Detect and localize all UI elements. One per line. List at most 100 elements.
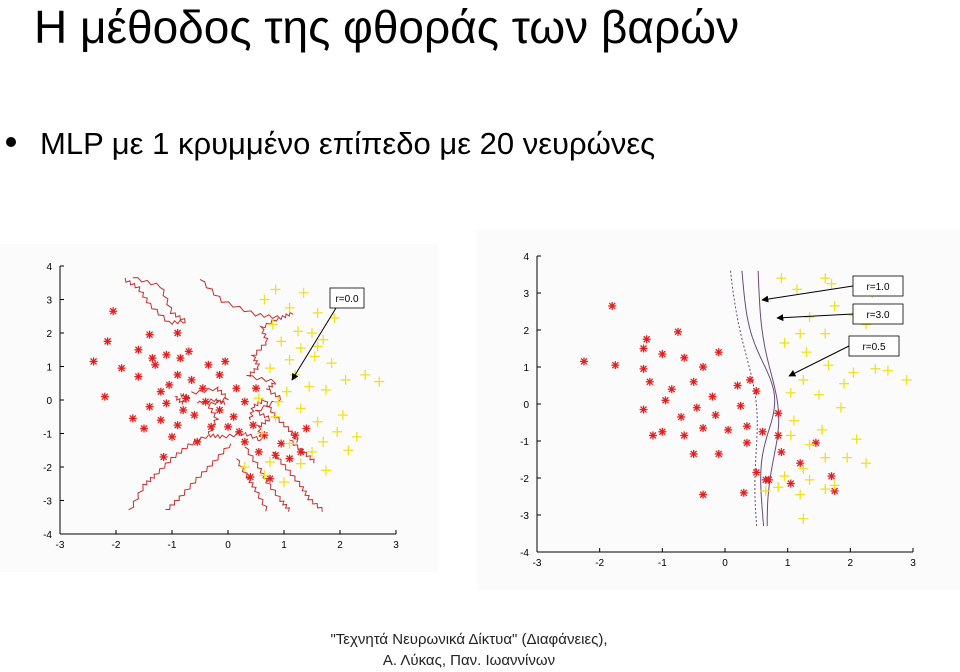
- plus-point: [256, 428, 267, 439]
- right-annotations: r=1.0 r=3.0 r=0.5: [761, 275, 904, 377]
- plus-point: [801, 347, 812, 358]
- star-point: [291, 431, 300, 440]
- boundary-r1: [741, 270, 776, 527]
- plus-point: [270, 411, 281, 422]
- plus-point: [829, 480, 840, 491]
- star-point: [277, 439, 286, 448]
- plus-point: [804, 312, 815, 323]
- star-point: [184, 347, 193, 356]
- star-point: [811, 438, 820, 447]
- star-point: [680, 431, 689, 440]
- plus-point: [785, 430, 796, 441]
- star-point: [201, 397, 210, 406]
- plus-point: [329, 312, 340, 323]
- x-tick-label: -1: [658, 558, 667, 569]
- plus-point: [270, 284, 281, 295]
- star-point: [645, 377, 654, 386]
- plus-point: [318, 436, 329, 447]
- x-tick-label: 2: [337, 540, 343, 551]
- star-point: [285, 454, 294, 463]
- boundary-curve: [244, 446, 291, 512]
- star-point: [100, 392, 109, 401]
- plus-point: [839, 378, 850, 389]
- star-point: [235, 427, 244, 436]
- plus-point: [374, 376, 385, 387]
- star-point: [215, 370, 224, 379]
- plus-point: [870, 363, 881, 374]
- plus-point: [259, 294, 270, 305]
- plus-point: [318, 334, 329, 345]
- plus-point: [820, 484, 831, 495]
- star-point: [173, 370, 182, 379]
- plus-point: [829, 300, 840, 311]
- left-axes: -3 -2 -1 0 1 2 3 -4 -3 -2 -1 0 1 2 3 4: [43, 262, 399, 551]
- boundary-curve: [128, 434, 209, 511]
- x-tick-label: -2: [595, 558, 604, 569]
- star-point: [109, 307, 118, 316]
- star-point: [752, 387, 761, 396]
- star-point: [249, 421, 258, 430]
- star-point: [240, 397, 249, 406]
- boundary-curve: [272, 451, 323, 512]
- plus-point: [279, 477, 289, 488]
- star-point: [296, 447, 305, 456]
- y-tick-label: 4: [46, 262, 52, 273]
- plus-point: [779, 337, 790, 348]
- plus-point: [239, 462, 250, 472]
- plus-point: [804, 439, 815, 450]
- y-tick-label: 3: [46, 296, 52, 307]
- plus-point: [798, 463, 809, 474]
- left-annotations: r=0.0: [291, 287, 365, 381]
- star-point: [193, 437, 202, 446]
- star-point: [117, 364, 126, 373]
- right-data-points: [580, 273, 912, 524]
- plus-point: [360, 369, 371, 380]
- y-tick-label: 2: [523, 326, 529, 337]
- plus-point: [798, 374, 809, 385]
- plus-point: [321, 465, 331, 476]
- boundary-curve: [199, 278, 294, 321]
- plus-point: [848, 367, 859, 378]
- star-point: [179, 406, 188, 415]
- star-point: [830, 486, 839, 495]
- plus-point: [779, 471, 790, 482]
- star-point: [190, 411, 199, 420]
- star-point: [661, 396, 670, 405]
- star-point: [145, 402, 154, 411]
- star-point: [699, 424, 708, 433]
- annotation-arrow: [291, 307, 337, 381]
- star-point: [639, 344, 648, 353]
- y-tick-label: -1: [520, 437, 529, 448]
- plus-point: [798, 513, 809, 524]
- star-point: [639, 405, 648, 414]
- y-tick-label: -3: [520, 511, 529, 522]
- plus-point: [326, 358, 337, 369]
- plus-point: [792, 284, 803, 295]
- star-point: [746, 375, 755, 384]
- plus-point: [861, 458, 871, 469]
- star-point: [134, 345, 143, 354]
- plus-point: [835, 402, 846, 413]
- star-point: [580, 357, 588, 366]
- star-point: [711, 411, 720, 420]
- star-point: [151, 360, 160, 369]
- right-scatter-chart: -3 -2 -1 0 1 2 3 -4 -3 -2 -1 0 1 2 3 4 r=1.0 r=3.0 r=0.5: [520, 252, 916, 569]
- x-tick-label: 0: [722, 558, 728, 569]
- x-tick-label: 3: [393, 540, 399, 551]
- x-tick-label: -3: [533, 558, 542, 569]
- annotation-arrow: [761, 285, 854, 303]
- boundary-r05: [730, 270, 758, 527]
- left-data-points: [89, 284, 385, 488]
- star-point: [699, 363, 708, 371]
- plus-point: [340, 374, 351, 385]
- star-point: [680, 353, 689, 362]
- plus-point: [281, 386, 292, 397]
- star-point: [742, 422, 751, 431]
- y-tick-label: -2: [43, 463, 52, 474]
- star-point: [667, 385, 676, 394]
- star-point: [752, 468, 761, 477]
- plus-point: [337, 410, 348, 421]
- plus-point: [332, 426, 343, 437]
- y-tick-label: 1: [523, 363, 529, 374]
- star-point: [724, 425, 733, 434]
